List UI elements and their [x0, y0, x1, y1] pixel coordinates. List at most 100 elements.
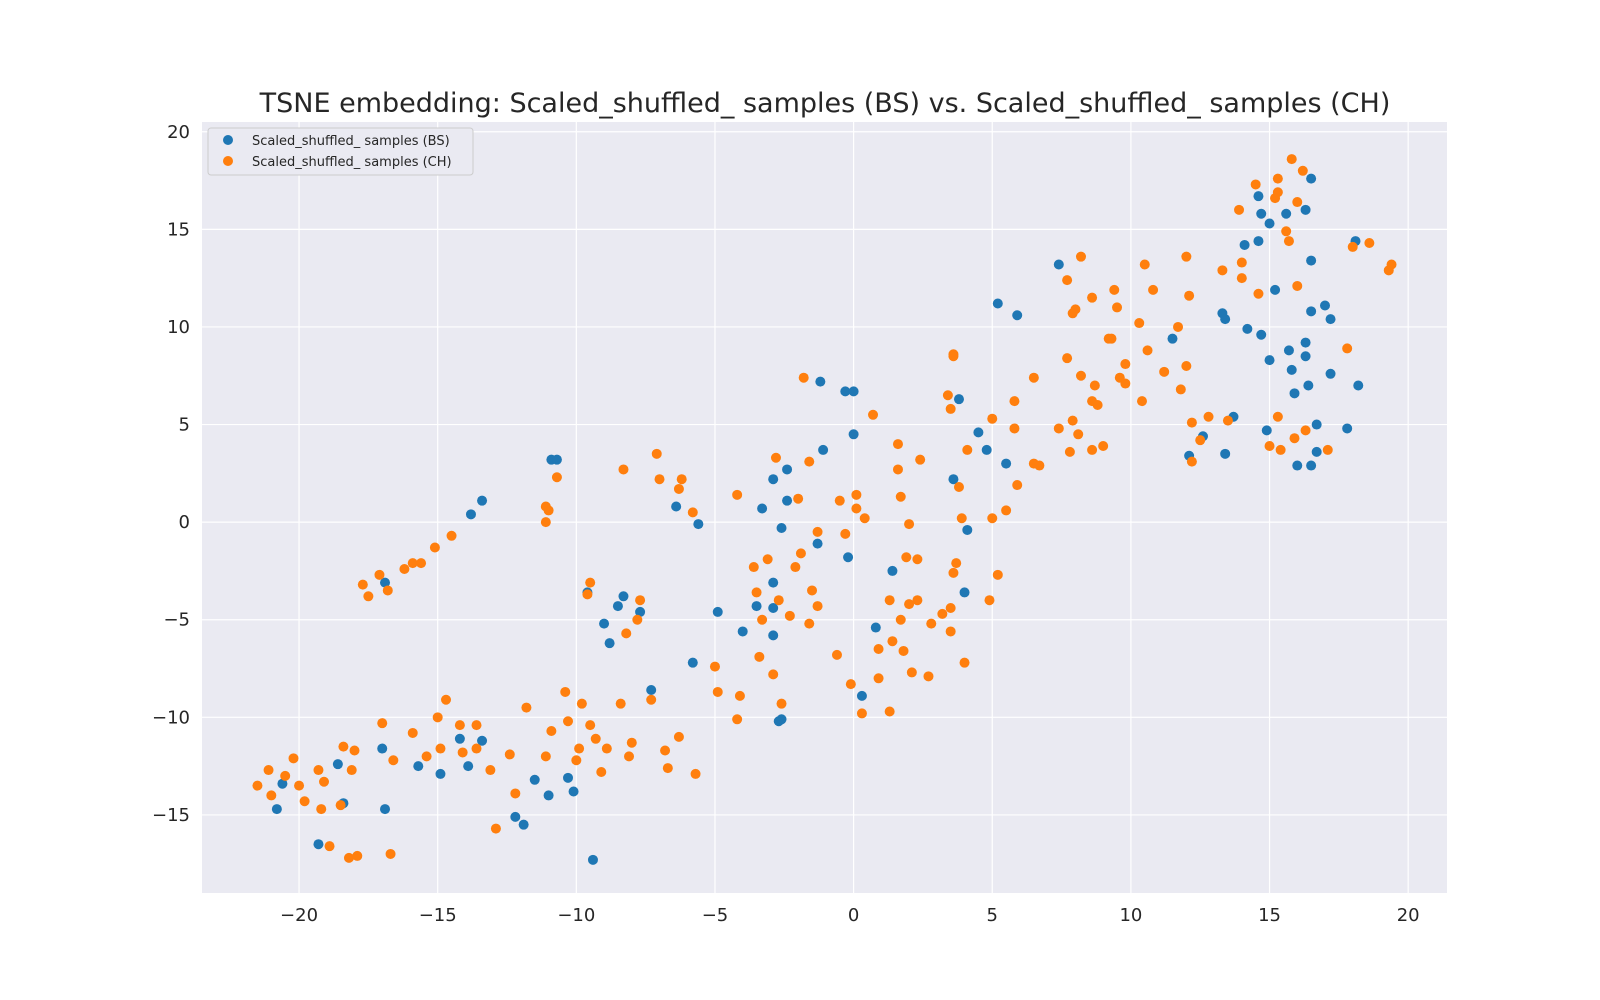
data-point-bs	[463, 761, 474, 772]
data-point-ch	[1386, 259, 1397, 270]
data-point-ch	[834, 495, 845, 506]
data-point-ch	[757, 614, 768, 625]
data-point-ch	[784, 610, 795, 621]
data-point-bs	[848, 386, 859, 397]
data-point-ch	[1106, 333, 1117, 344]
data-point-bs	[1300, 337, 1311, 348]
data-point-bs	[768, 603, 779, 614]
data-point-ch	[901, 552, 912, 563]
data-point-ch	[790, 562, 801, 573]
data-point-bs	[1256, 329, 1267, 340]
data-point-ch	[540, 751, 551, 762]
data-point-bs	[959, 587, 970, 598]
data-point-bs	[848, 429, 859, 440]
data-point-ch	[748, 562, 759, 573]
data-point-ch	[1272, 411, 1283, 422]
data-point-bs	[840, 386, 851, 397]
data-point-ch	[859, 513, 870, 524]
data-point-bs	[953, 394, 964, 405]
y-tick-label: 10	[167, 317, 190, 338]
axis-tick-labels: −20 −15 −10 −5 0 5 10 15 20 −15 −10 −5 0 5 10 15 20	[152, 122, 1420, 926]
data-point-bs	[465, 509, 476, 520]
data-point-ch	[1173, 321, 1184, 332]
data-point-ch	[904, 519, 915, 530]
data-point-ch	[382, 585, 393, 596]
data-point-ch	[407, 727, 418, 738]
x-tick-label: 5	[987, 905, 998, 926]
data-point-ch	[1012, 480, 1023, 491]
data-point-ch	[1275, 444, 1286, 455]
data-point-ch	[1289, 433, 1300, 444]
data-point-ch	[1322, 444, 1333, 455]
data-point-ch	[346, 765, 357, 776]
data-point-ch	[596, 766, 607, 777]
data-point-bs	[1220, 448, 1231, 459]
data-point-bs	[671, 501, 682, 512]
legend-label-ch: Scaled_shuffled_ samples (CH)	[252, 155, 452, 170]
data-point-bs	[1325, 314, 1336, 325]
data-point-bs	[1053, 259, 1064, 270]
data-point-bs	[435, 768, 446, 779]
data-point-bs	[568, 786, 579, 797]
data-points	[252, 154, 1397, 865]
data-point-ch	[732, 489, 743, 500]
data-point-ch	[1134, 318, 1145, 329]
data-point-ch	[266, 790, 277, 801]
data-point-ch	[1286, 154, 1297, 165]
data-point-ch	[1075, 251, 1086, 262]
data-point-bs	[380, 577, 391, 588]
data-point-ch	[601, 743, 612, 754]
x-tick-label: −10	[557, 905, 595, 926]
data-point-ch	[754, 651, 765, 662]
data-point-ch	[953, 482, 964, 493]
data-point-ch	[762, 554, 773, 565]
data-point-bs	[529, 774, 540, 785]
data-point-ch	[399, 563, 410, 574]
data-point-ch	[987, 413, 998, 424]
data-point-ch	[1001, 505, 1012, 516]
x-tick-label: 0	[848, 905, 859, 926]
data-point-ch	[948, 351, 959, 362]
data-point-ch	[1195, 435, 1206, 446]
data-point-bs	[1353, 380, 1364, 391]
data-point-ch	[1062, 353, 1073, 364]
data-point-ch	[945, 626, 956, 637]
data-point-ch	[335, 800, 346, 811]
data-point-ch	[892, 439, 903, 450]
data-point-bs	[477, 495, 488, 506]
data-point-bs	[1239, 239, 1250, 250]
data-point-ch	[1064, 446, 1075, 457]
data-point-ch	[1159, 366, 1170, 377]
data-point-bs	[948, 474, 959, 485]
data-point-ch	[585, 720, 596, 731]
data-point-ch	[571, 755, 582, 766]
data-point-bs	[782, 495, 793, 506]
data-point-ch	[812, 601, 823, 612]
data-point-ch	[504, 749, 515, 760]
data-point-ch	[851, 503, 862, 514]
data-point-bs	[737, 626, 748, 637]
data-point-ch	[1203, 411, 1214, 422]
data-point-ch	[288, 753, 299, 764]
data-point-ch	[923, 671, 934, 682]
data-point-ch	[585, 577, 596, 588]
data-point-bs	[413, 761, 424, 772]
data-point-bs	[1001, 458, 1012, 469]
data-point-bs	[782, 464, 793, 475]
data-point-ch	[1034, 460, 1045, 471]
data-point-bs	[856, 690, 867, 701]
legend: Scaled_shuffled_ samples (BS) Scaled_shu…	[207, 127, 474, 176]
data-point-ch	[429, 542, 440, 553]
data-point-ch	[1342, 343, 1353, 354]
data-point-bs	[776, 714, 787, 725]
data-point-ch	[873, 644, 884, 655]
data-point-ch	[831, 649, 842, 660]
data-point-ch	[416, 558, 427, 569]
data-point-bs	[812, 538, 823, 549]
data-point-ch	[574, 743, 585, 754]
data-point-bs	[1012, 310, 1023, 321]
data-point-ch	[887, 636, 898, 647]
data-point-bs	[973, 427, 984, 438]
x-tick-label: 10	[1119, 905, 1142, 926]
